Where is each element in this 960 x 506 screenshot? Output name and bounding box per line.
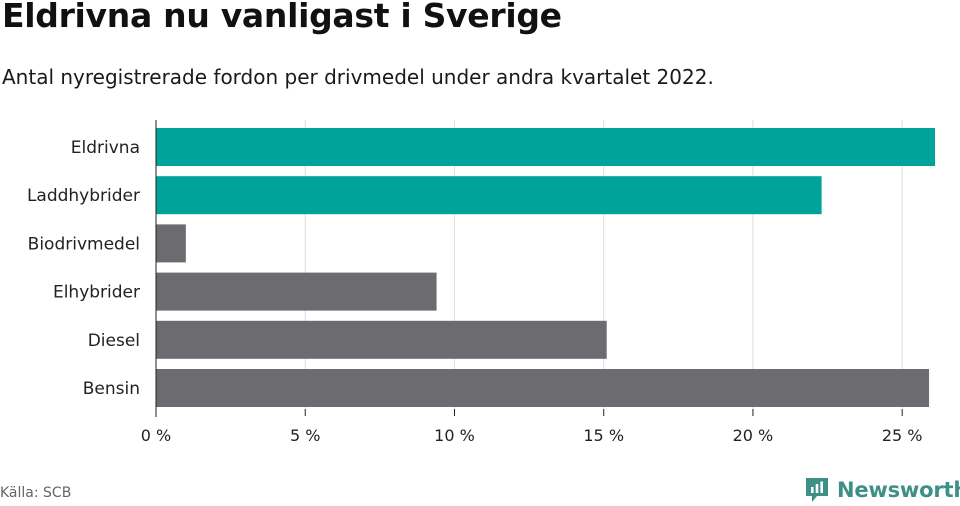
category-label: Eldrivna [71, 138, 140, 158]
chart-title: Eldrivna nu vanligast i Sverige [2, 0, 562, 35]
bar [156, 369, 930, 407]
x-axis: 0 % 5 % 10 % 15 % 20 % 25 % [141, 120, 923, 445]
category-label: Diesel [88, 331, 140, 351]
brand-name: Newsworthy [837, 478, 960, 502]
x-tick-label: 20 % [733, 426, 774, 445]
bar [156, 224, 186, 263]
x-tick-label: 15 % [583, 426, 624, 445]
gridlines [304, 120, 903, 409]
x-tick-label: 10 % [434, 426, 475, 445]
newsworthy-logo-icon [806, 478, 828, 502]
newsworthy-logo: Newsworthy [804, 474, 960, 506]
category-labels: Eldrivna Laddhybrider Biodrivmedel Elhybrid… [27, 138, 140, 399]
bar-chart: 0 % 5 % 10 % 15 % 20 % 25 % Eldrivna Laddhybri… [27, 120, 936, 445]
x-tick-label: 0 % [141, 426, 171, 445]
bar [156, 320, 607, 359]
bar [156, 272, 437, 311]
category-label: Laddhybrider [27, 186, 140, 206]
bars [156, 128, 936, 407]
x-tick-label: 5 % [290, 426, 320, 445]
category-label: Elhybrider [53, 283, 140, 303]
source-note: Källa: SCB [0, 485, 72, 501]
category-label: Bensin [83, 379, 140, 399]
x-tick-label: 25 % [882, 426, 923, 445]
bar [156, 176, 822, 215]
chart-subtitle: Antal nyregistrerade fordon per drivmede… [2, 65, 714, 89]
bar [156, 128, 936, 166]
category-label: Biodrivmedel [28, 234, 140, 254]
